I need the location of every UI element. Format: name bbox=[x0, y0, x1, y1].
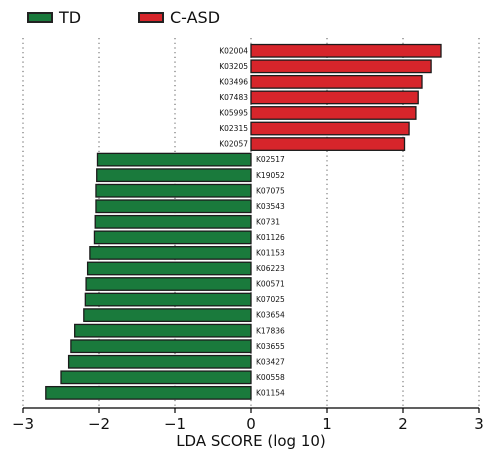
bar-K01126 bbox=[93, 230, 252, 245]
x-tick-label: 3 bbox=[474, 415, 484, 433]
bar-label: K05995 bbox=[219, 109, 248, 118]
bar-label: K02004 bbox=[219, 46, 248, 55]
x-axis-label: LDA SCORE (log 10) bbox=[176, 432, 326, 450]
bar-label: K03655 bbox=[256, 342, 285, 351]
bar-label: K02315 bbox=[219, 124, 248, 133]
bar-K03427 bbox=[67, 354, 252, 369]
bar-label: K07075 bbox=[256, 186, 285, 195]
bar-K0731 bbox=[94, 214, 252, 229]
bar-labels: K02004 K03205 K03496 K07483 K05995 K02315 K020… bbox=[219, 46, 285, 397]
bar-K03543 bbox=[95, 199, 252, 214]
bar-label: K01153 bbox=[256, 249, 285, 258]
bar-label: K01154 bbox=[256, 388, 285, 397]
bar-label: K07483 bbox=[219, 93, 248, 102]
bar-K02057 bbox=[250, 137, 406, 151]
bar-K01153 bbox=[89, 246, 252, 260]
bar-K02517 bbox=[96, 152, 252, 167]
bar-K00571 bbox=[85, 277, 252, 291]
bar-K02004 bbox=[250, 43, 442, 58]
bar-label: K03543 bbox=[256, 202, 285, 211]
bar-label: K03427 bbox=[256, 357, 285, 366]
legend-td-swatch bbox=[27, 11, 53, 23]
bar-K01154 bbox=[45, 385, 252, 400]
bar-K00558 bbox=[60, 370, 252, 385]
bar-label: K07025 bbox=[256, 295, 285, 304]
bar-label: K03654 bbox=[256, 311, 285, 320]
bar-label: K03496 bbox=[219, 77, 248, 86]
x-tick-label: −2 bbox=[88, 415, 110, 433]
bar-K07025 bbox=[84, 292, 252, 307]
bar-label: K19052 bbox=[256, 171, 285, 180]
bar-K03205 bbox=[250, 59, 432, 74]
bar-K06223 bbox=[86, 261, 252, 276]
x-tick-label: −1 bbox=[164, 415, 186, 433]
bar-K02315 bbox=[250, 121, 410, 136]
bar-K17836 bbox=[74, 323, 252, 338]
bar-K19052 bbox=[96, 168, 252, 183]
bar-K03654 bbox=[83, 308, 252, 323]
legend-td-label: TD bbox=[59, 7, 82, 27]
x-tick-label: −3 bbox=[12, 415, 34, 433]
bar-label: K0731 bbox=[256, 217, 280, 226]
legend-casd-swatch bbox=[138, 11, 164, 23]
bars bbox=[45, 43, 442, 400]
bar-K05995 bbox=[250, 106, 417, 120]
bar-K07483 bbox=[250, 90, 419, 105]
bar-label: K02517 bbox=[256, 155, 285, 164]
legend-td: TD bbox=[27, 6, 81, 28]
bar-label: K06223 bbox=[256, 264, 285, 273]
x-tick-label: 2 bbox=[398, 415, 408, 433]
legend-casd-label: C-ASD bbox=[170, 7, 221, 27]
x-tick-label: 0 bbox=[246, 415, 256, 433]
x-tick-label: 1 bbox=[322, 415, 332, 433]
bar-K07075 bbox=[95, 183, 252, 198]
bar-K03496 bbox=[250, 74, 423, 89]
bar-label: K00571 bbox=[256, 280, 285, 289]
bar-label: K00558 bbox=[256, 373, 285, 382]
bar-label: K01126 bbox=[256, 233, 285, 242]
bar-label: K17836 bbox=[256, 326, 285, 335]
x-axis: −3 −2 −1 0 1 2 3 bbox=[12, 407, 484, 433]
bar-label: K02057 bbox=[219, 140, 248, 149]
bar-label: K03205 bbox=[219, 62, 248, 71]
legend-casd: C-ASD bbox=[138, 6, 220, 28]
bar-K03655 bbox=[70, 339, 252, 354]
